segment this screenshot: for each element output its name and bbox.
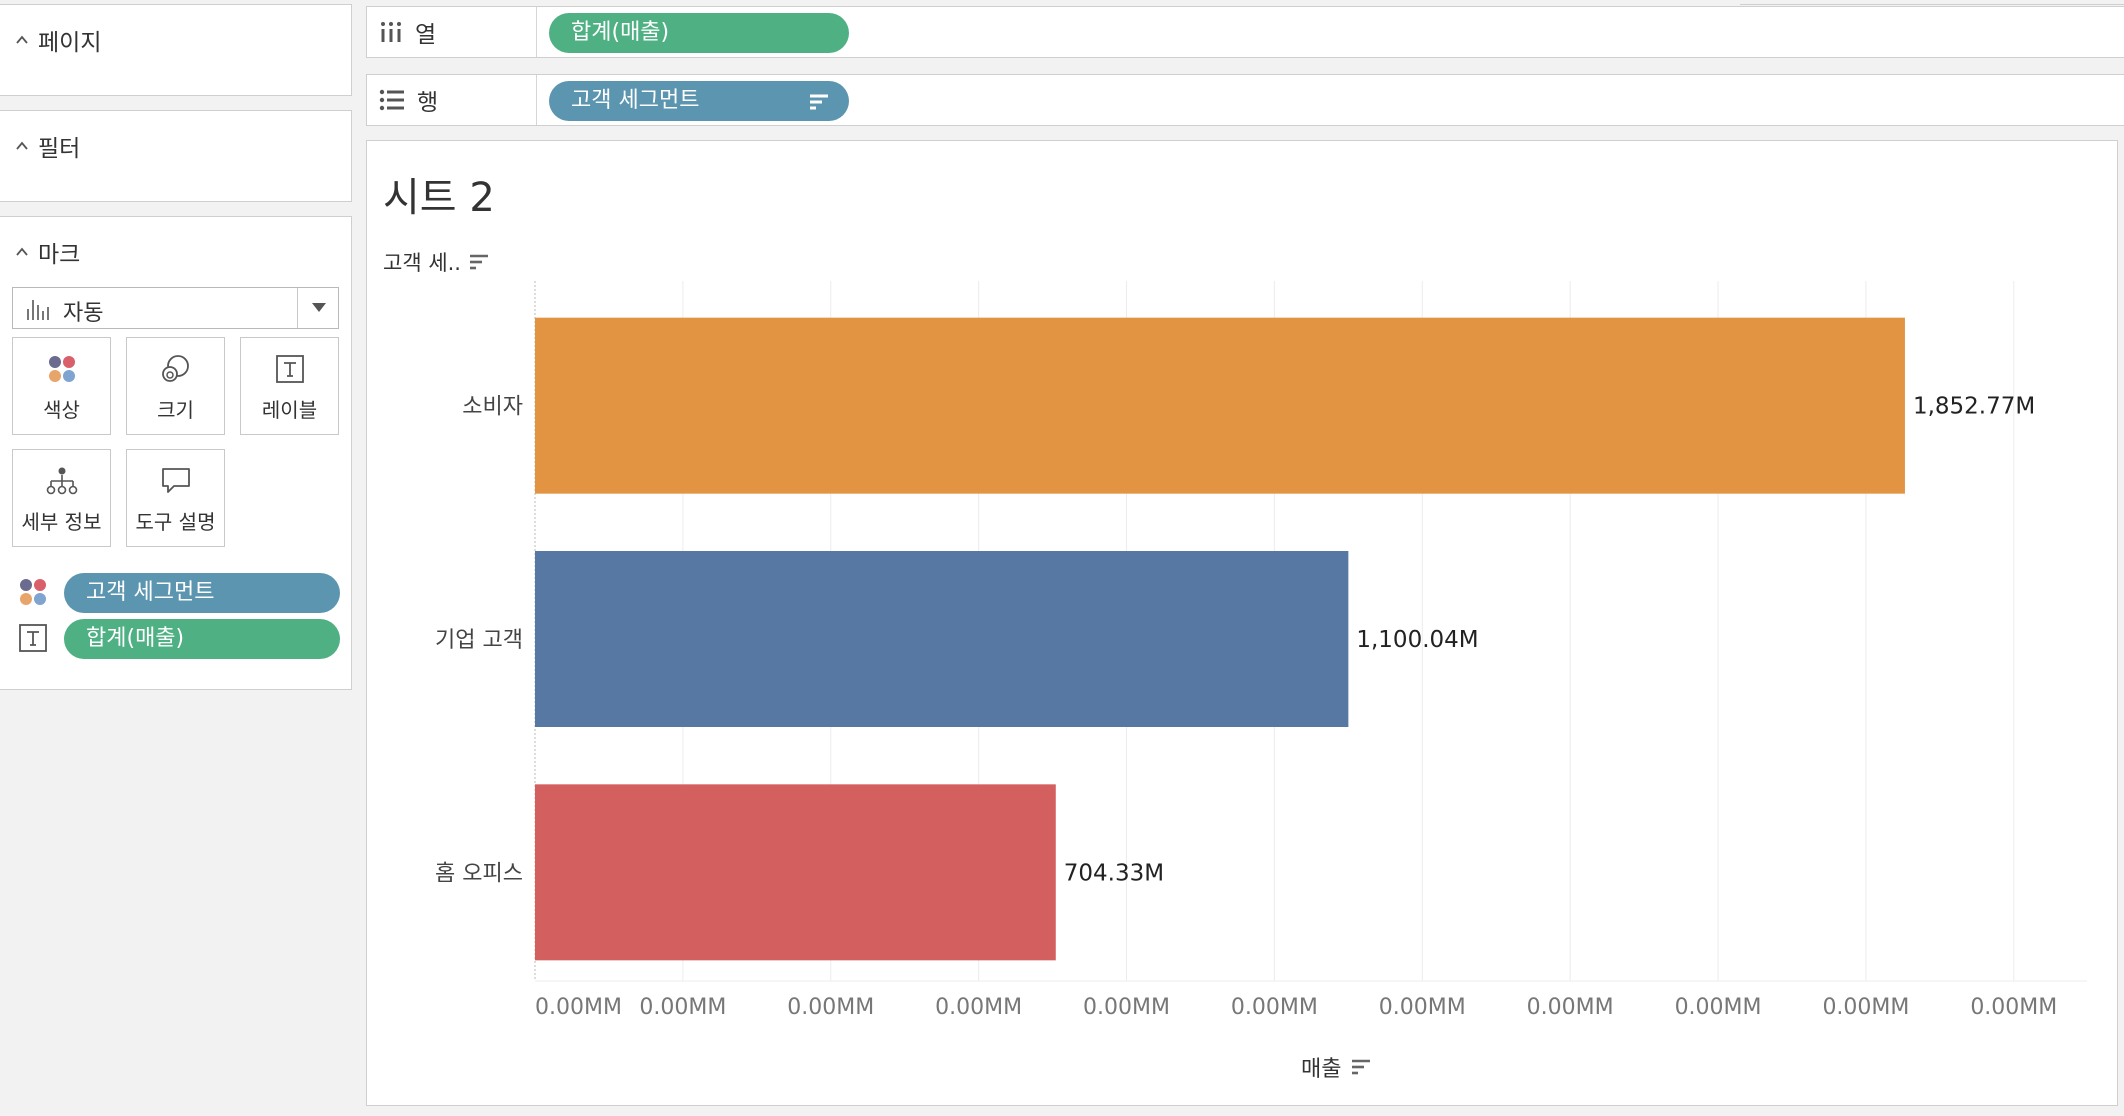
x-tick-label: 0.00MM bbox=[787, 995, 874, 1020]
filters-card: 필터 bbox=[0, 110, 352, 202]
x-tick-label: 0.00MM bbox=[1527, 995, 1614, 1020]
color-field-pill[interactable]: 고객 세그먼트 bbox=[64, 573, 340, 613]
label-button[interactable]: 레이블 bbox=[240, 337, 339, 435]
rows-shelf-title: 행 bbox=[417, 90, 439, 116]
x-tick-label: 0.00MM bbox=[1231, 995, 1318, 1020]
x-tick-label: 0.00MM bbox=[535, 995, 622, 1020]
row-header-label: 고객 세.. bbox=[383, 251, 461, 275]
collapse-caret-icon[interactable] bbox=[16, 34, 28, 46]
mark-type-dropdown[interactable]: 자동 bbox=[12, 287, 339, 329]
pages-title: 페이지 bbox=[38, 30, 102, 56]
size-button-label: 크기 bbox=[157, 398, 194, 422]
bar[interactable] bbox=[535, 317, 1905, 494]
row-header[interactable]: 고객 세.. bbox=[383, 247, 489, 277]
marks-header[interactable]: 마크 bbox=[16, 235, 80, 269]
columns-shelf-label: 열 bbox=[367, 7, 537, 57]
filters-title: 필터 bbox=[38, 136, 81, 162]
label-field-pill[interactable]: 합계(매출) bbox=[64, 619, 340, 659]
color-dots-icon bbox=[20, 579, 46, 605]
x-tick-label: 0.00MM bbox=[1379, 995, 1466, 1020]
filters-header[interactable]: 필터 bbox=[16, 129, 80, 163]
data-label: 704.33M bbox=[1064, 860, 1164, 886]
label-field-label: 합계(매출) bbox=[86, 626, 185, 651]
columns-icon bbox=[381, 22, 401, 42]
marks-title: 마크 bbox=[38, 242, 81, 268]
bar[interactable] bbox=[535, 784, 1056, 961]
detail-hierarchy-icon bbox=[46, 467, 77, 495]
x-axis-title-label: 매출 bbox=[1301, 1057, 1342, 1082]
sort-icon[interactable] bbox=[469, 254, 489, 270]
columns-pill-label: 합계(매출) bbox=[571, 20, 670, 45]
tooltip-bubble-icon bbox=[161, 468, 190, 493]
bar[interactable] bbox=[535, 551, 1349, 727]
top-divider bbox=[1740, 0, 2124, 5]
size-circles-icon bbox=[161, 355, 189, 382]
category-label: 소비자 bbox=[462, 395, 523, 420]
collapse-caret-icon[interactable] bbox=[16, 140, 28, 152]
x-tick-label: 0.00MM bbox=[1970, 995, 2057, 1020]
x-axis-title[interactable]: 매출 bbox=[1301, 1051, 1371, 1083]
x-tick-label: 0.00MM bbox=[639, 995, 726, 1020]
category-label: 기업 고객 bbox=[435, 628, 523, 653]
tooltip-button[interactable]: 도구 설명 bbox=[126, 449, 225, 547]
bar-chart: 0.00MM 0.00MM 0.00MM 0.00MM 0.00MM 0.00MM 0.00… bbox=[435, 281, 2087, 1020]
pages-header[interactable]: 페이지 bbox=[16, 23, 101, 57]
sheet-title: 시트 2 bbox=[383, 175, 495, 221]
rows-shelf-label: 행 bbox=[367, 75, 537, 125]
marks-card: 마크 자동 색상 크기 bbox=[0, 216, 352, 690]
x-tick-label: 0.00MM bbox=[1675, 995, 1762, 1020]
rows-shelf[interactable]: 행 고객 세그먼트 bbox=[366, 74, 2124, 126]
detail-button[interactable]: 세부 정보 bbox=[12, 449, 111, 547]
dropdown-divider bbox=[297, 288, 298, 328]
size-button[interactable]: 크기 bbox=[126, 337, 225, 435]
columns-pill[interactable]: 합계(매출) bbox=[549, 13, 849, 53]
label-button-label: 레이블 bbox=[261, 398, 318, 422]
data-label: 1,100.04M bbox=[1356, 627, 1478, 653]
label-t-icon bbox=[275, 355, 304, 383]
x-tick-label: 0.00MM bbox=[935, 995, 1022, 1020]
collapse-caret-icon[interactable] bbox=[16, 246, 28, 258]
sort-icon[interactable] bbox=[1351, 1059, 1371, 1075]
rows-icon bbox=[379, 89, 404, 111]
label-t-icon bbox=[19, 624, 47, 652]
color-field-label: 고객 세그먼트 bbox=[86, 580, 215, 605]
x-tick-label: 0.00MM bbox=[1083, 995, 1170, 1020]
color-button[interactable]: 색상 bbox=[12, 337, 111, 435]
detail-button-label: 세부 정보 bbox=[21, 510, 102, 534]
chevron-down-icon[interactable] bbox=[310, 300, 328, 314]
pages-card: 페이지 bbox=[0, 4, 352, 96]
color-button-label: 색상 bbox=[43, 398, 80, 422]
category-label: 홈 오피스 bbox=[435, 861, 523, 886]
rows-pill-label: 고객 세그먼트 bbox=[571, 88, 700, 113]
data-label: 1,852.77M bbox=[1913, 394, 2035, 420]
mark-type-value: 자동 bbox=[63, 301, 104, 326]
columns-shelf-title: 열 bbox=[415, 22, 437, 48]
color-dots-icon bbox=[48, 356, 75, 382]
sort-descending-icon[interactable] bbox=[809, 94, 829, 110]
view-canvas: 시트 2 고객 세.. 0.00MM 0.00MM 0.00MM 0.00MM 0.00… bbox=[366, 140, 2118, 1106]
x-tick-label: 0.00MM bbox=[1822, 995, 1909, 1020]
automatic-bars-icon bbox=[27, 300, 49, 320]
tooltip-button-label: 도구 설명 bbox=[135, 510, 216, 534]
rows-pill[interactable]: 고객 세그먼트 bbox=[549, 81, 849, 121]
columns-shelf[interactable]: 열 합계(매출) bbox=[366, 6, 2124, 58]
